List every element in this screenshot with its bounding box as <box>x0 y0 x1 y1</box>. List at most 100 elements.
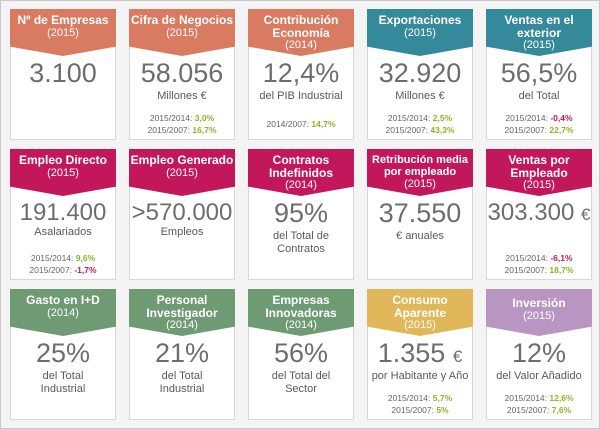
card-year: (2015) <box>523 179 555 191</box>
card-subtitle: del Total de Contratos <box>272 230 330 255</box>
stat-value: 18,7% <box>549 265 574 275</box>
value-number: 12% <box>511 338 567 368</box>
value-number: 58.056 <box>140 58 224 88</box>
value-number: >570.000 <box>131 199 233 226</box>
card-header: Empleo Generado (2015) <box>129 149 235 196</box>
card-title: Cifra de Negocios <box>130 13 234 27</box>
kpi-card-contribucion-economia: Contribución Economía (2014) 12,4% del P… <box>248 9 354 140</box>
stat-label: 2015/2014: <box>387 393 431 403</box>
stat-label: 2015/2007: <box>385 125 429 135</box>
kpi-card-consumo-aparente: Consumo Aparente (2015) 1.355 € por Habi… <box>367 289 473 420</box>
card-value: 21% <box>130 338 234 368</box>
value-number: 56,5% <box>500 58 578 88</box>
stat-label: 2015/2007: <box>504 125 548 135</box>
card-value: 191.400 <box>11 198 115 228</box>
card-value: 58.056 <box>130 58 234 88</box>
card-value: 303.300 € <box>487 198 591 230</box>
card-subtitle: Millones € <box>157 90 207 102</box>
kpi-card-ventas-por-empleado: Ventas por Empleado (2015) 303.300 € 201… <box>486 149 592 280</box>
card-title: Ventas por Empleado <box>508 153 570 180</box>
value-number: 37.550 <box>378 198 462 228</box>
card-title: Contribución Economía <box>263 13 339 40</box>
stat-value: 3,0% <box>194 113 215 123</box>
stat-value: 16,7% <box>192 125 217 135</box>
card-header: Inversión (2015) <box>486 289 592 336</box>
stat-row: 2015/2014: 12,6% <box>487 392 591 404</box>
card-year: (2015) <box>404 319 436 331</box>
value-unit: € <box>580 205 591 224</box>
card-subtitle: del Total del Sector <box>271 370 331 395</box>
card-header: Contratos Indefinidos (2014) <box>248 149 354 196</box>
card-stats: 2015/2014: 3,0% 2015/2007: 16,7% <box>130 112 234 136</box>
card-title: Personal Investigador <box>146 293 218 320</box>
card-subtitle: del Total <box>518 90 560 102</box>
stat-value: -6,1% <box>550 253 573 263</box>
stat-value: 5,7% <box>432 393 453 403</box>
card-header: Nº de Empresas (2015) <box>10 9 116 56</box>
kpi-card-gasto-id: Gasto en I+D (2014) 25% del Total Indust… <box>10 289 116 420</box>
card-value: 37.550 <box>368 198 472 228</box>
card-year: (2015) <box>523 309 555 322</box>
card-subtitle: Asalariados <box>34 226 92 238</box>
value-number: 95% <box>273 198 329 228</box>
card-header: Ventas por Empleado (2015) <box>486 149 592 196</box>
card-stats: 2015/2014: -0,4% 2015/2007: 22,7% <box>487 112 591 136</box>
stat-row: 2015/2007: 22,7% <box>487 124 591 136</box>
stat-label: 2015/2014: <box>504 393 548 403</box>
card-title: Nº de Empresas <box>17 13 109 27</box>
card-value: 95% <box>249 198 353 228</box>
value-number: 191.400 <box>19 199 107 226</box>
card-year: (2015) <box>404 178 436 190</box>
value-number: 303.300 <box>487 199 575 226</box>
card-stats: 2015/2014: -6,1% 2015/2007: 18,7% <box>487 252 591 276</box>
card-value: 32.920 <box>368 58 472 88</box>
card-year: (2015) <box>523 39 555 51</box>
card-value: 56,5% <box>487 58 591 88</box>
value-number: 21% <box>154 338 210 368</box>
stat-row: 2015/2007: -1,7% <box>11 264 115 276</box>
card-title: Gasto en I+D <box>26 293 100 307</box>
value-number: 1.355 <box>377 338 446 368</box>
stat-row: 2015/2014: 9,6% <box>11 252 115 264</box>
stat-label: 2015/2014: <box>149 113 193 123</box>
card-value: >570.000 <box>130 198 234 228</box>
stat-value: 22,7% <box>549 125 574 135</box>
card-year: (2014) <box>47 306 79 319</box>
stat-row: 2015/2014: 2,5% <box>368 112 472 124</box>
kpi-card-retribucion-media: Retribución media por empleado (2015) 37… <box>367 149 473 280</box>
card-subtitle: del Total Industrial <box>40 370 86 395</box>
value-number: 56% <box>273 338 329 368</box>
card-header: Exportaciones (2015) <box>367 9 473 56</box>
card-value: 3.100 <box>11 58 115 88</box>
stat-row: 2015/2007: 43,3% <box>368 124 472 136</box>
card-stats: 2015/2014: 5,7% 2015/2007: 5% <box>368 392 472 416</box>
card-header: Empresas Innovadoras (2014) <box>248 289 354 336</box>
card-header: Consumo Aparente (2015) <box>367 289 473 336</box>
card-title: Ventas en el exterior <box>504 13 574 40</box>
kpi-card-contratos-indefinidos: Contratos Indefinidos (2014) 95% del Tot… <box>248 149 354 280</box>
stat-value: 5% <box>436 405 449 415</box>
card-value: 12,4% <box>249 58 353 88</box>
stat-label: 2015/2014: <box>30 253 74 263</box>
stat-label: 2015/2007: <box>506 405 550 415</box>
kpi-card-exportaciones: Exportaciones (2015) 32.920 Millones € 2… <box>367 9 473 140</box>
card-value: 56% <box>249 338 353 368</box>
card-year: (2014) <box>285 39 317 51</box>
stat-label: 2015/2014: <box>387 113 431 123</box>
stat-label: 2015/2007: <box>391 405 434 415</box>
stat-row: 2015/2014: 5,7% <box>368 392 472 404</box>
card-value: 1.355 € <box>368 338 472 372</box>
stat-value: 14,7% <box>311 119 336 129</box>
card-year: (2015) <box>166 166 198 179</box>
value-unit: € <box>452 347 463 366</box>
kpi-card-inversion: Inversión (2015) 12% del Valor Añadido 2… <box>486 289 592 420</box>
stat-label: 2015/2007: <box>504 265 548 275</box>
stat-row: 2015/2007: 5% <box>368 404 472 416</box>
value-number: 12,4% <box>262 58 340 88</box>
card-value: 25% <box>11 338 115 368</box>
card-subtitle: del PIB Industrial <box>259 90 343 102</box>
kpi-card-num-empresas: Nº de Empresas (2015) 3.100 <box>10 9 116 140</box>
stat-value: 7,6% <box>551 405 572 415</box>
card-header: Retribución media por empleado (2015) <box>367 149 473 196</box>
stat-row: 2015/2014: 3,0% <box>130 112 234 124</box>
